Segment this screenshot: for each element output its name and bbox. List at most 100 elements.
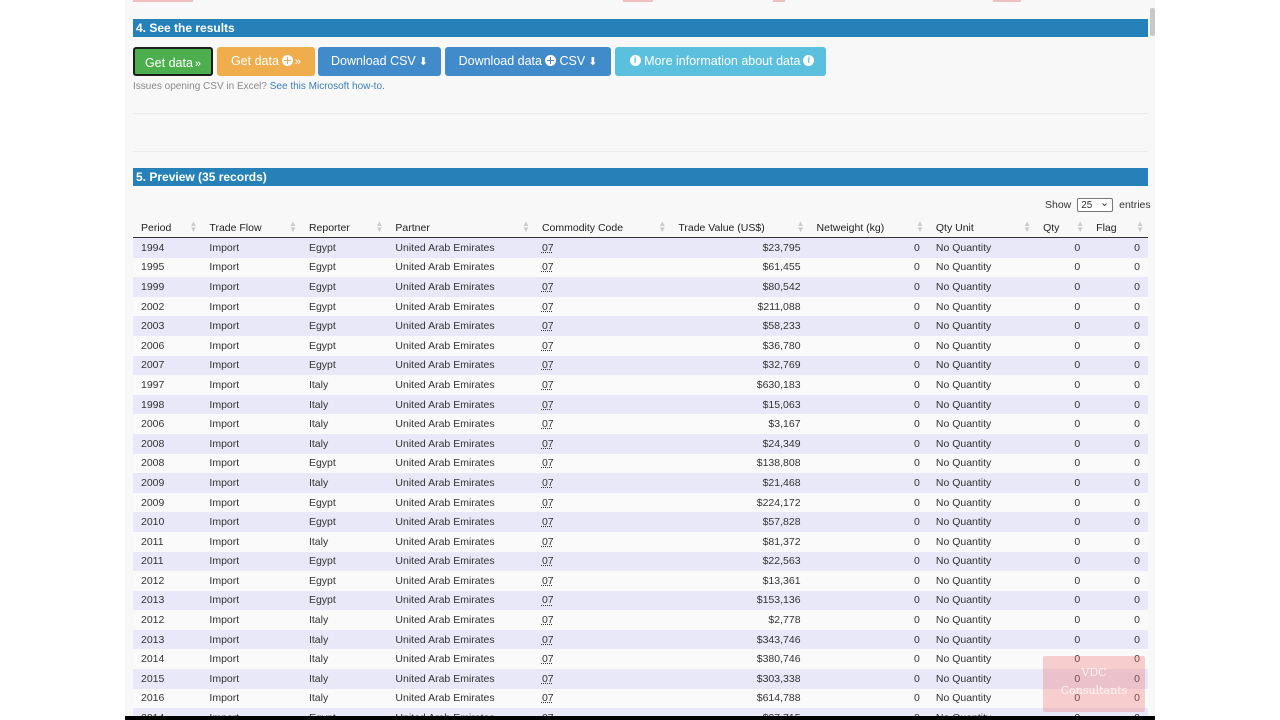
table-cell: 0 <box>1035 296 1089 317</box>
table-cell: 0 <box>1088 355 1148 376</box>
watermark-logo: VDC Consultants <box>1043 656 1145 712</box>
table-row: 2013 Import Italy United Arab Emirates 07 $34… <box>133 629 1148 650</box>
table-cell[interactable]: 07 <box>533 316 671 336</box>
table-cell[interactable]: 07 <box>533 277 671 297</box>
preview-table: Period ▲ ▼ Trade Flow ▲ ▼ Reporter ▲ ▼ Partner ▲ ▼ C… <box>133 218 1148 720</box>
table-cell[interactable]: 07 <box>533 335 671 356</box>
download-csv-label: Download CSV <box>331 54 416 68</box>
sort-icon[interactable]: ▲ ▼ <box>1136 219 1144 234</box>
microsoft-howto-link[interactable]: See this Microsoft how-to. <box>269 81 385 92</box>
sort-icon[interactable]: ▲ ▼ <box>522 219 530 234</box>
get-data-plus-button[interactable]: Get data » <box>217 47 315 76</box>
column-header[interactable]: Reporter ▲ ▼ <box>300 218 388 238</box>
table-cell: 0 <box>808 551 928 572</box>
table-row: 2008 Import Egypt United Arab Emirates 07 $13… <box>133 453 1148 474</box>
table-cell[interactable]: 07 <box>533 414 671 434</box>
download-data-label: Download data <box>458 54 542 68</box>
column-header[interactable]: Flag ▲ ▼ <box>1088 218 1148 238</box>
column-header-label: Trade Value (US$) <box>678 221 765 234</box>
table-cell[interactable]: 07 <box>533 512 671 532</box>
table-cell: United Arab Emirates <box>387 433 534 454</box>
table-cell: 0 <box>1035 551 1089 572</box>
table-cell[interactable]: 07 <box>533 394 671 415</box>
table-cell: $57,828 <box>670 512 809 532</box>
column-header[interactable]: Period ▲ ▼ <box>133 218 202 238</box>
right-margin <box>1155 0 1280 720</box>
download-data-csv-button[interactable]: Download data CSV ⬇ <box>445 47 611 76</box>
table-cell[interactable]: 07 <box>533 492 671 513</box>
column-header[interactable]: Commodity Code ▲ ▼ <box>533 218 671 238</box>
table-cell: Import <box>201 551 301 572</box>
sort-icon[interactable]: ▲ ▼ <box>289 219 297 234</box>
column-header[interactable]: Trade Flow ▲ ▼ <box>201 218 301 238</box>
table-cell[interactable]: 07 <box>533 571 671 591</box>
table-cell: Egypt <box>300 237 388 258</box>
table-cell[interactable]: 07 <box>533 669 671 689</box>
table-cell: 2012 <box>133 610 202 630</box>
table-cell: 0 <box>1035 394 1089 415</box>
table-row: 2016 Import Italy United Arab Emirates 07 $61… <box>133 688 1148 709</box>
table-cell[interactable]: 07 <box>533 531 671 552</box>
table-cell: United Arab Emirates <box>387 375 534 395</box>
table-cell: Italy <box>300 669 388 689</box>
more-information-button[interactable]: More information about data <box>615 47 826 76</box>
table-cell: 0 <box>1035 590 1089 611</box>
column-header[interactable]: Trade Value (US$) ▲ ▼ <box>670 218 809 238</box>
sort-icon[interactable]: ▲ ▼ <box>1023 219 1032 234</box>
double-chevron-right-icon: » <box>294 56 302 68</box>
table-row: 2009 Import Egypt United Arab Emirates 07 $22… <box>133 492 1148 513</box>
table-cell[interactable]: 07 <box>533 375 671 395</box>
table-cell[interactable]: 07 <box>533 629 671 650</box>
table-row: 2009 Import Italy United Arab Emirates 07 $21… <box>133 473 1148 493</box>
table-cell: 0 <box>1035 316 1089 336</box>
table-cell: 2014 <box>133 649 202 670</box>
sort-icon[interactable]: ▲ ▼ <box>375 219 384 234</box>
table-cell: 0 <box>1088 394 1148 415</box>
table-cell: 0 <box>1088 453 1148 474</box>
get-data-button[interactable]: Get data» <box>133 47 213 76</box>
csv-label: CSV <box>559 54 586 68</box>
table-cell: 0 <box>808 375 928 395</box>
table-cell: 0 <box>808 610 928 630</box>
table-cell[interactable]: 07 <box>533 610 671 630</box>
column-header[interactable]: Partner ▲ ▼ <box>387 218 534 238</box>
entries-per-page-select[interactable]: 25 <box>1077 196 1114 212</box>
sort-icon[interactable]: ▲ ▼ <box>1076 219 1085 234</box>
column-header[interactable]: Qty ▲ ▼ <box>1035 218 1089 238</box>
table-cell: Italy <box>300 610 388 630</box>
table-cell: No Quantity <box>927 316 1036 336</box>
sort-icon[interactable]: ▲ ▼ <box>796 219 805 234</box>
table-cell: 2012 <box>133 571 202 591</box>
table-cell[interactable]: 07 <box>533 355 671 376</box>
scrollbar-thumb[interactable] <box>1150 8 1155 36</box>
column-header-label: Period <box>141 221 172 234</box>
table-cell: 2016 <box>133 688 202 709</box>
table-cell: Italy <box>300 433 388 454</box>
column-header[interactable]: Qty Unit ▲ ▼ <box>927 218 1036 238</box>
table-cell: $23,795 <box>670 237 809 258</box>
table-cell: 0 <box>808 296 928 317</box>
sort-icon[interactable]: ▲ ▼ <box>915 219 924 234</box>
table-cell[interactable]: 07 <box>533 473 671 493</box>
table-cell[interactable]: 07 <box>533 433 671 454</box>
table-cell[interactable]: 07 <box>533 257 671 278</box>
table-cell: 2015 <box>133 669 202 689</box>
table-cell: $58,233 <box>670 316 809 336</box>
table-cell: 2002 <box>133 296 202 317</box>
table-cell: No Quantity <box>927 355 1036 376</box>
table-cell[interactable]: 07 <box>533 453 671 474</box>
table-cell[interactable]: 07 <box>533 551 671 572</box>
download-csv-button[interactable]: Download CSV ⬇ <box>318 47 441 76</box>
table-cell[interactable]: 07 <box>533 296 671 317</box>
table-cell[interactable]: 07 <box>533 590 671 611</box>
table-cell: Import <box>201 669 301 689</box>
plus-circle-icon <box>281 55 293 66</box>
table-cell[interactable]: 07 <box>533 237 671 258</box>
sort-icon[interactable]: ▲ ▼ <box>658 219 667 234</box>
sort-icon[interactable]: ▲ ▼ <box>189 219 198 234</box>
table-cell[interactable]: 07 <box>533 649 671 670</box>
column-header[interactable]: Netweight (kg) ▲ ▼ <box>808 218 928 238</box>
table-row: 1997 Import Italy United Arab Emirates 07 $63… <box>133 375 1148 395</box>
table-cell[interactable]: 07 <box>533 688 671 709</box>
table-cell: 0 <box>808 531 928 552</box>
